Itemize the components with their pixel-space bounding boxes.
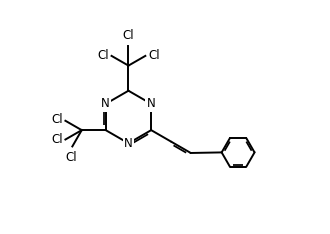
Text: N: N [101,97,110,110]
Text: Cl: Cl [65,150,77,164]
Text: Cl: Cl [123,29,134,42]
Text: Cl: Cl [51,113,63,126]
Text: N: N [147,97,155,110]
Text: Cl: Cl [51,133,63,146]
Text: Cl: Cl [97,49,109,62]
Text: Cl: Cl [148,49,160,62]
Text: N: N [124,137,133,150]
